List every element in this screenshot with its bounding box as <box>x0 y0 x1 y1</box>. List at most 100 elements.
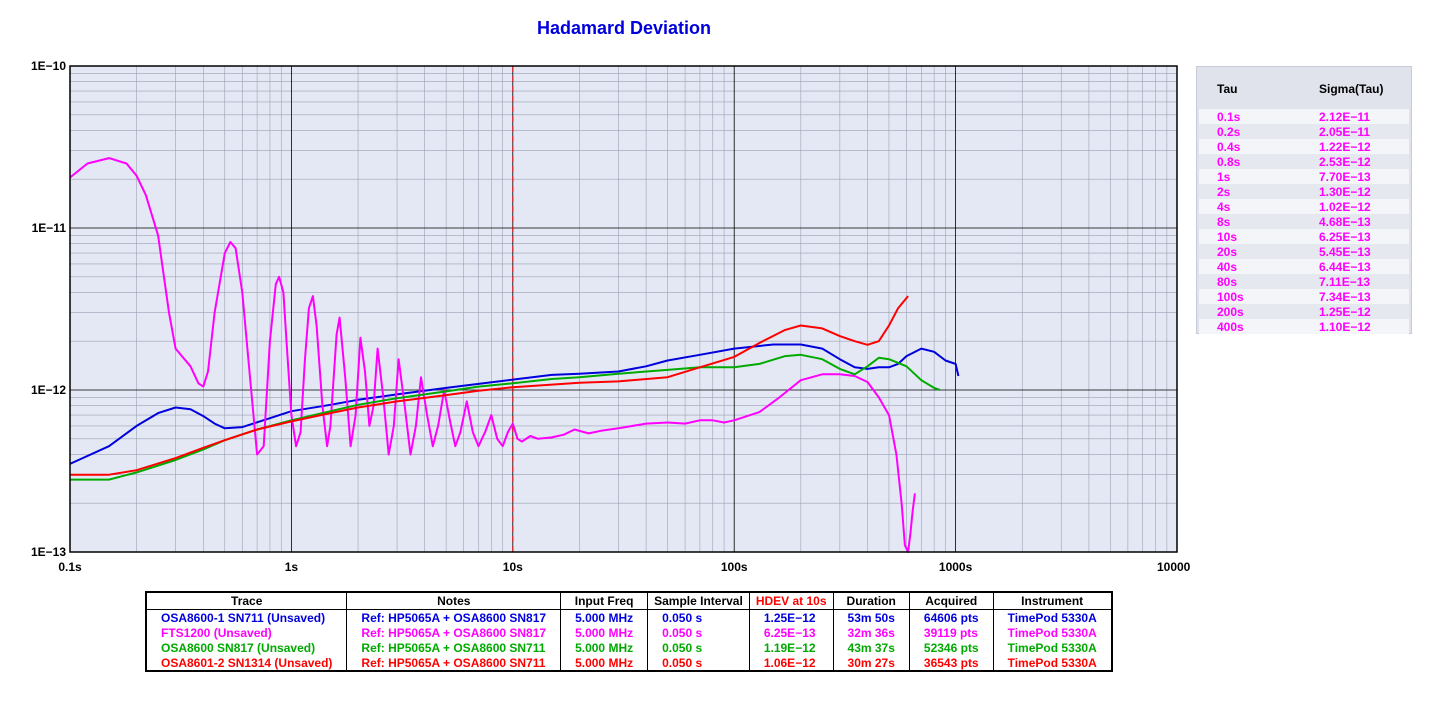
plot-frame <box>69 65 1178 553</box>
hdev-cell: 6.25E−13 <box>748 625 834 640</box>
x-tick-label: 1s <box>285 560 299 574</box>
instrument-cell: TimePod 5330A <box>992 609 1113 625</box>
trace-cell: OSA8600 SN817 (Unsaved) <box>145 640 348 655</box>
sigma-value: 6.44E−13 <box>1319 260 1371 274</box>
tau-value: 0.8s <box>1217 155 1241 169</box>
duration-header: Duration <box>832 591 910 610</box>
hdev-plot: 0.1s 1s 10s 100s 1000s 10000s 1E−10 1E−11 1E−12 1… <box>31 59 1190 574</box>
notes-cell: Ref: HP5065A + OSA8600 SN817 <box>346 609 562 625</box>
trace-row[interactable]: FTS1200 (Unsaved) Ref: HP5065A + OSA8600 … <box>145 625 1113 640</box>
y-tick-label: 1E−13 <box>31 545 66 559</box>
tau-value: 2s <box>1217 185 1231 199</box>
hdev-header: HDEV at 10s <box>748 591 834 610</box>
y-tick-label: 1E−10 <box>31 59 66 73</box>
instrument-cell: TimePod 5330A <box>992 625 1113 640</box>
instrument-cell: TimePod 5330A <box>992 655 1113 671</box>
tau-value: 0.2s <box>1217 125 1241 139</box>
x-tick-label: 10s <box>503 560 523 574</box>
hdev-cell: 1.06E−12 <box>748 655 834 671</box>
duration-cell: 30m 27s <box>832 655 910 671</box>
notes-header: Notes <box>346 591 562 610</box>
notes-cell: Ref: HP5065A + OSA8600 SN711 <box>346 640 562 655</box>
hdev-cell: 1.25E−12 <box>748 609 834 625</box>
sample-interval-cell: 0.050 s <box>647 640 750 655</box>
input-freq-cell: 5.000 MHz <box>560 609 649 625</box>
sigma-value: 4.68E−13 <box>1319 215 1371 229</box>
tau-sigma-row: 80s 7.11E−13 <box>1199 274 1409 289</box>
tau-sigma-row: 0.2s 2.05E−11 <box>1199 124 1409 139</box>
tau-value: 0.1s <box>1217 110 1241 124</box>
tau-sigma-row: 0.1s 2.12E−11 <box>1199 109 1409 124</box>
tau-value: 40s <box>1217 260 1238 274</box>
trace-cell: OSA8600-1 SN711 (Unsaved) <box>145 609 348 625</box>
input-freq-cell: 5.000 MHz <box>560 625 649 640</box>
sigma-value: 6.25E−13 <box>1319 230 1371 244</box>
sigma-value: 7.34E−13 <box>1319 290 1371 304</box>
tau-sigma-row: 0.8s 2.53E−12 <box>1199 154 1409 169</box>
sigma-value: 2.12E−11 <box>1319 110 1371 124</box>
sigma-value: 1.30E−12 <box>1319 185 1371 199</box>
tau-value: 20s <box>1217 245 1238 259</box>
instrument-cell: TimePod 5330A <box>992 640 1113 655</box>
tau-sigma-row: 1s 7.70E−13 <box>1199 169 1409 184</box>
tau-sigma-row: 10s 6.25E−13 <box>1199 229 1409 244</box>
trace-header: Trace <box>145 591 348 610</box>
trace-row[interactable]: OSA8601-2 SN1314 (Unsaved) Ref: HP5065A +… <box>145 655 1113 671</box>
sigma-value: 7.70E−13 <box>1319 170 1371 184</box>
acquired-cell: 64606 pts <box>908 609 994 625</box>
sigma-value: 1.10E−12 <box>1319 320 1371 334</box>
series-line-0 <box>69 343 960 465</box>
trace-table-body: OSA8600-1 SN711 (Unsaved) Ref: HP5065A + … <box>145 609 1113 671</box>
tau-sigma-row: 0.4s 1.22E−12 <box>1199 139 1409 154</box>
input-freq-cell: 5.000 MHz <box>560 655 649 671</box>
x-tick-label: 0.1s <box>58 560 82 574</box>
trace-cell: FTS1200 (Unsaved) <box>145 625 348 640</box>
tau-header: Tau <box>1217 82 1238 96</box>
acquired-cell: 39119 pts <box>908 625 994 640</box>
x-tick-label: 100s <box>721 560 748 574</box>
tau-sigma-row: 200s 1.25E−12 <box>1199 304 1409 319</box>
tau-value: 8s <box>1217 215 1231 229</box>
y-tick-label: 1E−11 <box>32 221 67 235</box>
trace-row[interactable]: OSA8600-1 SN711 (Unsaved) Ref: HP5065A + … <box>145 609 1113 625</box>
acquired-cell: 36543 pts <box>908 655 994 671</box>
sample-interval-cell: 0.050 s <box>647 655 750 671</box>
sigma-value: 2.53E−12 <box>1319 155 1371 169</box>
acquired-header: Acquired <box>908 591 994 610</box>
y-tick-label: 1E−12 <box>31 383 66 397</box>
series-line-3 <box>70 295 909 476</box>
acquired-cell: 52346 pts <box>908 640 994 655</box>
sigma-value: 7.11E−13 <box>1319 275 1371 289</box>
tau-sigma-row: 4s 1.02E−12 <box>1199 199 1409 214</box>
tau-value: 80s <box>1217 275 1238 289</box>
tau-value: 0.4s <box>1217 140 1241 154</box>
tau-sigma-row: 8s 4.68E−13 <box>1199 214 1409 229</box>
sigma-value: 5.45E−13 <box>1319 245 1371 259</box>
sigma-header: Sigma(Tau) <box>1319 82 1384 96</box>
trace-cell: OSA8601-2 SN1314 (Unsaved) <box>145 655 348 671</box>
tau-sigma-row: 40s 6.44E−13 <box>1199 259 1409 274</box>
series-line-1 <box>69 157 916 553</box>
duration-cell: 53m 50s <box>832 609 910 625</box>
sample-interval-cell: 0.050 s <box>647 609 750 625</box>
notes-cell: Ref: HP5065A + OSA8600 SN711 <box>346 655 562 671</box>
trace-row[interactable]: OSA8600 SN817 (Unsaved) Ref: HP5065A + OS… <box>145 640 1113 655</box>
duration-cell: 43m 37s <box>832 640 910 655</box>
sigma-value: 1.22E−12 <box>1319 140 1371 154</box>
tau-value: 400s <box>1217 320 1244 334</box>
instrument-header: Instrument <box>992 591 1113 610</box>
tau-value: 1s <box>1217 170 1231 184</box>
tau-sigma-row: 100s 7.34E−13 <box>1199 289 1409 304</box>
x-tick-label: 10000s <box>1157 560 1190 574</box>
sample-interval-cell: 0.050 s <box>647 625 750 640</box>
sigma-value: 1.02E−12 <box>1319 200 1371 214</box>
tau-sigma-row: 2s 1.30E−12 <box>1199 184 1409 199</box>
trace-table: Trace Notes Input Freq Sample Interval H… <box>145 591 1113 672</box>
input-freq-cell: 5.000 MHz <box>560 640 649 655</box>
chart-title: Hadamard Deviation <box>536 18 712 38</box>
tau-sigma-header: Tau Sigma(Tau) <box>1197 67 1411 107</box>
duration-cell: 32m 36s <box>832 625 910 640</box>
sigma-value: 1.25E−12 <box>1319 305 1371 319</box>
tau-sigma-rows: 0.1s 2.12E−11 0.2s 2.05E−11 0.4s 1.22E−12 0.8s… <box>1199 109 1409 334</box>
sample-interval-header: Sample Interval <box>647 591 750 610</box>
